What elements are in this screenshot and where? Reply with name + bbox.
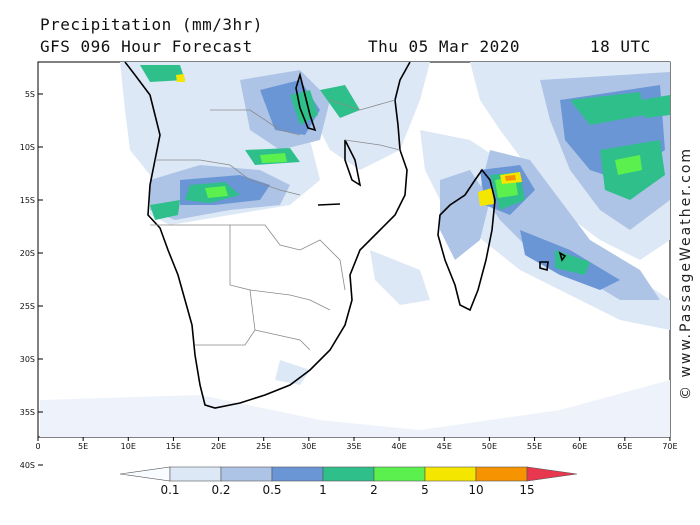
lon-tick-label: 25E bbox=[256, 442, 271, 451]
watermark: © www.PassageWeather.com bbox=[678, 146, 694, 400]
legend-level-label: 1 bbox=[319, 483, 327, 497]
legend-level-label: 5 bbox=[421, 483, 429, 497]
lat-tick-label: 10S bbox=[20, 143, 35, 152]
legend-swatch bbox=[169, 466, 222, 482]
legend-level-label: 0.5 bbox=[262, 483, 281, 497]
forecast-date: Thu 05 Mar 2020 bbox=[368, 37, 520, 56]
lon-tick-label: 20E bbox=[211, 442, 226, 451]
longitude-ticks: 0 5E 10E 15E 20E 25E 30E 35E 40E 45E 50E 55E 60E 65E 7… bbox=[35, 437, 678, 451]
legend-swatch bbox=[322, 466, 375, 482]
legend-high-arrow bbox=[526, 466, 578, 482]
lat-tick-label: 30S bbox=[20, 355, 35, 364]
legend-level-label: 2 bbox=[370, 483, 378, 497]
lon-tick-label: 45E bbox=[437, 442, 452, 451]
legend-swatch bbox=[271, 466, 324, 482]
lat-tick-label: 25S bbox=[20, 302, 35, 311]
lon-tick-label: 30E bbox=[301, 442, 316, 451]
lon-tick-label: 65E bbox=[617, 442, 632, 451]
lon-tick-label: 50E bbox=[482, 442, 497, 451]
lon-tick-label: 55E bbox=[527, 442, 542, 451]
lon-tick-label: 15E bbox=[166, 442, 181, 451]
coastlines bbox=[124, 61, 567, 409]
lon-tick-label: 70E bbox=[662, 442, 677, 451]
legend-low-arrow bbox=[119, 466, 171, 482]
lon-tick-label: 10E bbox=[121, 442, 136, 451]
latitude-ticks: 5S 10S 15S 20S 25S 30S 35S 40S bbox=[20, 90, 43, 470]
precip-legend: 0.1 0.2 0.5 1 2 5 10 15 bbox=[119, 466, 578, 497]
lat-tick-label: 5S bbox=[25, 90, 35, 99]
legend-level-label: 0.1 bbox=[160, 483, 179, 497]
lat-tick-label: 15S bbox=[20, 196, 35, 205]
forecast-subtitle: GFS 096 Hour Forecast bbox=[40, 37, 253, 56]
legend-swatch bbox=[220, 466, 273, 482]
legend-level-label: 0.2 bbox=[211, 483, 230, 497]
lon-tick-label: 40E bbox=[392, 442, 407, 451]
lon-tick-label: 5E bbox=[78, 442, 88, 451]
lon-tick-label: 0 bbox=[35, 442, 40, 451]
legend-level-label: 10 bbox=[468, 483, 483, 497]
legend-swatch bbox=[373, 466, 426, 482]
country-borders bbox=[150, 99, 401, 351]
forecast-time: 18 UTC bbox=[590, 37, 651, 56]
lat-tick-label: 20S bbox=[20, 249, 35, 258]
lat-tick-label: 40S bbox=[20, 461, 35, 470]
legend-swatch bbox=[424, 466, 477, 482]
map-title: Precipitation (mm/3hr) bbox=[40, 15, 263, 34]
lon-tick-label: 60E bbox=[572, 442, 587, 451]
lat-tick-label: 35S bbox=[20, 408, 35, 417]
legend-level-label: 15 bbox=[519, 483, 534, 497]
lon-tick-label: 35E bbox=[346, 442, 361, 451]
legend-swatch bbox=[475, 466, 528, 482]
